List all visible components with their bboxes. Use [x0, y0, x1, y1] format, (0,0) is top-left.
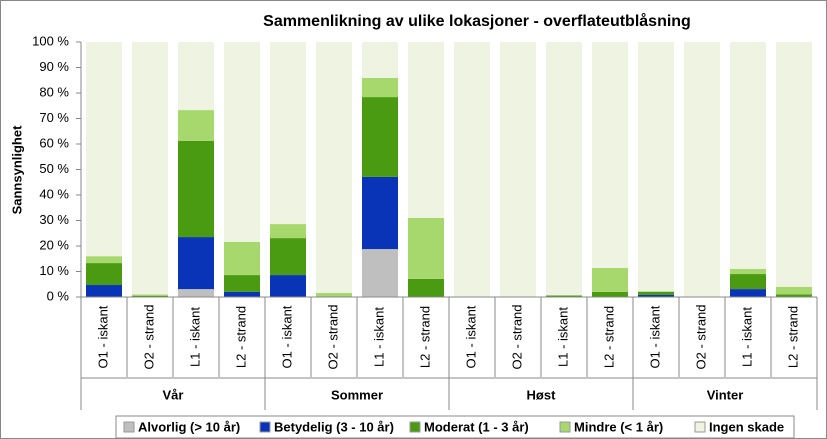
legend-swatch — [559, 421, 571, 433]
y-tick-label: 70 % — [39, 110, 69, 125]
y-tick-label: 0 % — [47, 288, 70, 303]
legend-label: Betydelig (3 - 10 år) — [274, 419, 394, 434]
x-tick-label: O1 - iskant — [647, 305, 662, 368]
bar-segment — [362, 42, 398, 78]
bar-segment — [638, 294, 674, 297]
bar-segment — [776, 294, 812, 297]
bar-segment — [684, 42, 720, 297]
x-tick-label: L1 - iskant — [739, 307, 754, 367]
bar-segment — [408, 278, 444, 297]
y-tick-label: 40 % — [39, 186, 69, 201]
legend-swatch — [694, 421, 706, 433]
x-tick-label: L1 - iskant — [371, 307, 386, 367]
x-tick-label: L2 - strand — [601, 306, 616, 368]
bar-segment — [270, 275, 306, 297]
y-axis-label: Sannsynlighet — [9, 125, 24, 215]
bar-segment — [638, 42, 674, 292]
bar-segment — [730, 42, 766, 269]
x-tick-label: O2 - strand — [509, 304, 524, 369]
bar-segment — [730, 289, 766, 297]
x-tick-label: O1 - iskant — [279, 305, 294, 368]
bar-segment — [362, 77, 398, 98]
bar-segment — [592, 267, 628, 292]
bar-segment — [408, 42, 444, 218]
bar-segment — [132, 294, 168, 296]
bar-segment — [546, 42, 582, 296]
bar-segment — [178, 237, 214, 290]
bar-segment — [270, 224, 306, 239]
legend-swatch — [409, 421, 421, 433]
legend-label: Ingen skade — [709, 419, 784, 434]
bar-segment — [592, 42, 628, 268]
x-tick-label: L2 - strand — [417, 306, 432, 368]
y-tick-label: 60 % — [39, 135, 69, 150]
bar-segment — [224, 275, 260, 292]
bar-segment — [546, 295, 582, 297]
bar-segment — [178, 110, 214, 141]
bar-segment — [730, 274, 766, 290]
bar-segment — [362, 249, 398, 297]
x-tick-label: L2 - strand — [233, 306, 248, 368]
y-tick-label: 80 % — [39, 84, 69, 99]
bar-segment — [362, 97, 398, 177]
bar-segment — [730, 268, 766, 275]
chart-title: Sammenlikning av ulike lokasjoner - over… — [263, 12, 691, 30]
y-tick-label: 20 % — [39, 237, 69, 252]
legend-label: Moderat (1 - 3 år) — [424, 419, 529, 434]
bar-segment — [408, 217, 444, 279]
bar-segment — [592, 291, 628, 297]
y-tick-label: 10 % — [39, 263, 69, 278]
x-tick-label: L1 - iskant — [187, 307, 202, 367]
y-tick-label: 100 % — [32, 33, 69, 48]
bar-segment — [86, 42, 122, 257]
bar-segment — [224, 291, 260, 297]
x-tick-label: L1 - iskant — [555, 307, 570, 367]
x-tick-label: O1 - iskant — [463, 305, 478, 368]
bar-segment — [776, 42, 812, 287]
bar-segment — [316, 292, 352, 297]
legend-swatch — [123, 421, 135, 433]
y-tick-label: 50 % — [39, 161, 69, 176]
y-tick-label: 90 % — [39, 59, 69, 74]
group-label: Vår — [163, 387, 184, 402]
bar-segment — [638, 291, 674, 292]
bar-segment — [638, 291, 674, 295]
y-tick-label: 30 % — [39, 212, 69, 227]
legend-label: Mindre (< 1 år) — [574, 419, 663, 434]
group-label: Høst — [527, 387, 557, 402]
bar-segment — [178, 289, 214, 297]
x-tick-label: O1 - iskant — [95, 305, 110, 368]
bar-segment — [776, 286, 812, 295]
group-label: Vinter — [707, 387, 744, 402]
x-tick-label: L2 - strand — [785, 306, 800, 368]
legend-box — [115, 415, 795, 439]
x-tick-label: O2 - strand — [693, 304, 708, 369]
legend-swatch — [259, 421, 271, 433]
bar-segment — [362, 176, 398, 250]
bar-segment — [86, 263, 122, 286]
legend-label: Alvorlig (> 10 år) — [138, 419, 240, 434]
bar-segment — [178, 42, 214, 111]
bar-segment — [270, 238, 306, 276]
group-label: Sommer — [331, 387, 383, 402]
bar-segment — [500, 42, 536, 297]
bar-segment — [86, 285, 122, 297]
bar-segment — [316, 42, 352, 293]
bar-segment — [178, 140, 214, 238]
bar-segment — [132, 295, 168, 297]
x-tick-label: O2 - strand — [325, 304, 340, 369]
bar-segment — [86, 256, 122, 264]
bar-segment — [224, 241, 260, 276]
bar-segment — [132, 42, 168, 295]
bar-segment — [454, 42, 490, 297]
bar-segment — [270, 42, 306, 225]
x-tick-label: O2 - strand — [141, 304, 156, 369]
bar-segment — [224, 42, 260, 242]
